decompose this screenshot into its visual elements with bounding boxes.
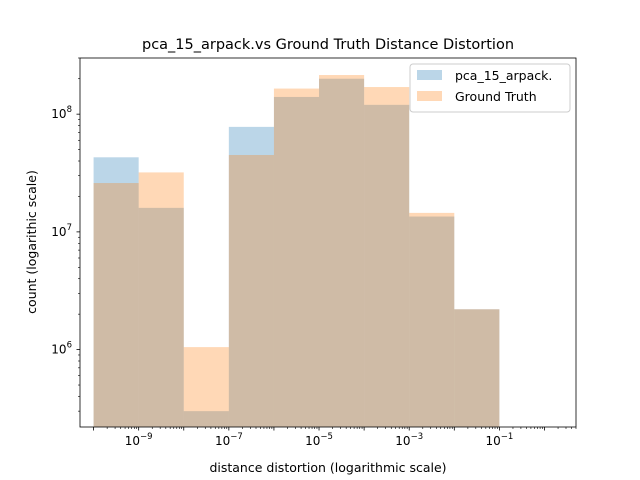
y-axis-label: count (logarithic scale) (24, 170, 39, 314)
y-axis-ticks: 106 107 108 (51, 57, 80, 412)
histogram-bar-ground-truth-2 (183, 347, 229, 427)
histogram-bar-pca-0 (93, 157, 139, 427)
histogram-bar-pca-6 (364, 104, 410, 427)
x-tick-label: 10−7 (215, 432, 243, 448)
y-tick-label: 107 (51, 223, 72, 239)
histogram-bar-pca-7 (409, 216, 455, 427)
histogram-bar-ground-truth-5 (319, 75, 365, 428)
legend: pca_15_arpack. Ground Truth (409, 63, 571, 113)
bars-layer (93, 75, 500, 428)
legend-label-ground-truth: Ground Truth (455, 89, 537, 104)
histogram-bar-ground-truth-0 (93, 183, 139, 427)
histogram-bar-ground-truth-6 (364, 87, 410, 427)
y-tick-label: 108 (51, 105, 72, 121)
legend-swatch-ground-truth (417, 91, 442, 101)
x-axis-ticks: 10−9 10−7 10−5 10−3 10−1 (93, 427, 577, 448)
histogram-bar-pca-2 (183, 411, 229, 427)
histogram-bar-pca-3 (228, 126, 274, 428)
x-tick-label: 10−3 (395, 432, 423, 448)
histogram-bar-pca-1 (138, 207, 184, 427)
histogram-bar-pca-4 (273, 96, 320, 427)
x-axis-label: distance distortion (logarithmic scale) (209, 460, 446, 475)
legend-frame (409, 63, 571, 113)
histogram-bar-ground-truth-7 (409, 212, 455, 427)
x-tick-label: 10−9 (125, 432, 153, 448)
legend-label-pca: pca_15_arpack. (455, 68, 552, 83)
histogram-bar-pca-5 (319, 78, 365, 428)
chart-title: pca_15_arpack.vs Ground Truth Distance D… (142, 37, 514, 53)
plot-frame (79, 57, 577, 428)
x-tick-label: 10−1 (485, 432, 513, 448)
histogram-bar-ground-truth-4 (273, 88, 320, 428)
histogram-bar-pca-8 (454, 309, 500, 427)
y-tick-label: 106 (51, 341, 72, 357)
histogram-bar-ground-truth-8 (454, 309, 500, 427)
x-tick-label: 10−5 (305, 432, 333, 448)
histogram-bar-ground-truth-3 (228, 154, 274, 427)
legend-swatch-pca (417, 70, 442, 80)
histogram-bar-ground-truth-1 (138, 172, 184, 427)
